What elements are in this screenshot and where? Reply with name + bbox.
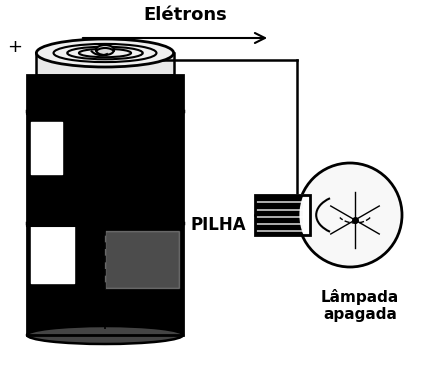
Ellipse shape <box>96 45 114 55</box>
Text: Lâmpada
apagada: Lâmpada apagada <box>320 289 398 323</box>
Text: PILHA: PILHA <box>191 216 246 234</box>
Text: +: + <box>7 38 22 56</box>
Text: Elétrons: Elétrons <box>143 6 226 24</box>
Bar <box>254 195 309 235</box>
Circle shape <box>297 163 401 267</box>
Ellipse shape <box>27 326 183 344</box>
Ellipse shape <box>36 39 173 67</box>
Bar <box>27 75 183 335</box>
Bar <box>254 195 309 235</box>
Bar <box>36 53 173 75</box>
Bar <box>27 75 183 335</box>
